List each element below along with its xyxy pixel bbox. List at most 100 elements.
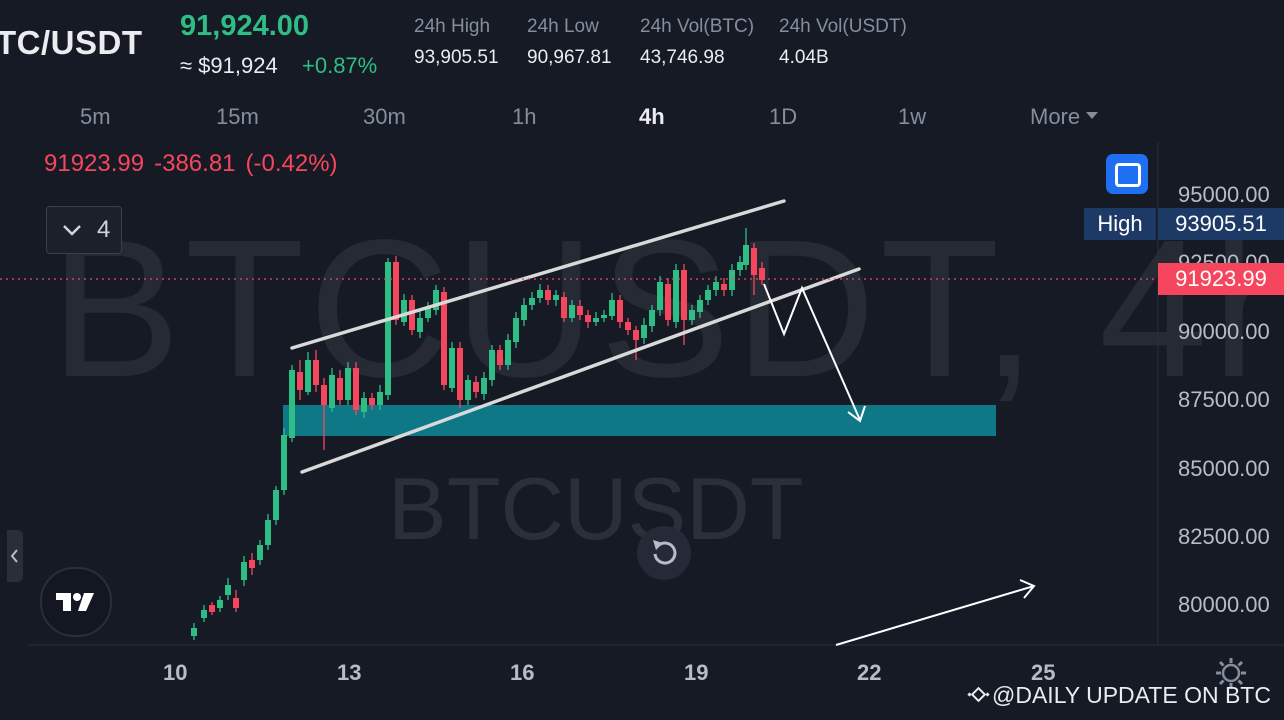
candle-body <box>545 290 551 300</box>
candle-body <box>257 545 263 560</box>
symbol-pair[interactable]: TC/USDT <box>0 24 143 61</box>
candle-body <box>553 295 559 300</box>
candle-body <box>191 628 197 636</box>
candle-body <box>217 600 223 608</box>
candle-body <box>561 297 567 318</box>
candle-body <box>401 300 407 322</box>
y-axis-label: 80000.00 <box>1178 592 1270 617</box>
candle-body <box>737 262 743 270</box>
timeframe-4h[interactable]: 4h <box>639 104 665 129</box>
candle-body <box>473 382 479 392</box>
candle-body <box>649 310 655 326</box>
chevron-down-icon <box>63 225 81 236</box>
candle-body <box>497 350 503 365</box>
candle-body <box>625 322 631 330</box>
candle-body <box>449 348 455 388</box>
candle-body <box>705 290 711 300</box>
support-zone <box>283 405 996 436</box>
timeframe-5m[interactable]: 5m <box>80 104 111 129</box>
stat-24h-low: 24h Low 90,967.81 <box>527 16 612 69</box>
y-axis-label: 95000.00 <box>1178 182 1270 207</box>
projection-path <box>763 283 861 421</box>
candle-body <box>425 308 431 318</box>
channel-upper-line <box>290 199 786 350</box>
more-timeframes-button[interactable]: More <box>1030 104 1099 130</box>
indicator-count: 4 <box>97 216 111 243</box>
stat-label: 24h Low <box>527 16 599 37</box>
candle-body <box>385 262 391 395</box>
candles <box>191 228 765 640</box>
candle-body <box>657 282 663 310</box>
candle-body <box>505 340 511 365</box>
symbol-watermark: BTCUSDT <box>388 459 804 558</box>
approx-usd-price: ≈ $91,924 <box>180 53 278 78</box>
candle-body <box>417 318 423 332</box>
stat-value: 4.04B <box>779 47 829 68</box>
candle-body <box>673 270 679 322</box>
candle-body <box>743 245 749 265</box>
tradingview-logo[interactable] <box>40 567 112 637</box>
credit-label: @DAILY UPDATE ON BTC <box>992 682 1271 708</box>
candle-body <box>713 282 719 290</box>
candle-body <box>593 318 599 322</box>
candle-body <box>681 270 687 320</box>
bottom-strip <box>0 700 1284 720</box>
x-axis-label: 16 <box>510 660 535 685</box>
stat-label: 24h Vol(BTC) <box>640 16 755 37</box>
timeframe-1h[interactable]: 1h <box>512 104 537 129</box>
candle-body <box>321 385 327 405</box>
candle-body <box>633 330 639 340</box>
candle-body <box>281 435 287 490</box>
candle-body <box>529 298 535 305</box>
fullscreen-button[interactable] <box>1106 154 1148 194</box>
candle-body <box>249 560 255 568</box>
binance-diamond-icon <box>967 686 990 703</box>
stat-value: 90,967.81 <box>527 47 612 68</box>
candle-body <box>369 398 375 405</box>
candle-body <box>521 305 527 320</box>
indicators-toggle-button[interactable]: 4 <box>46 206 122 254</box>
ascending-channel <box>290 199 861 474</box>
stat-24h-high: 24h High 93,905.51 <box>414 16 499 69</box>
timeframe-1d[interactable]: 1D <box>769 104 798 129</box>
tradingview-logo-icon <box>56 593 94 611</box>
x-axis-label: 19 <box>684 660 709 685</box>
candle-body <box>609 300 615 316</box>
settings-gear-icon[interactable] <box>1214 656 1248 690</box>
candle-body <box>537 290 543 298</box>
stat-value: 43,746.98 <box>640 47 725 68</box>
candle-body <box>433 290 439 310</box>
stat-value: 93,905.51 <box>414 47 499 68</box>
timeframe-15m[interactable]: 15m <box>216 104 259 129</box>
secondary-arrowhead <box>1019 579 1036 599</box>
candle-body <box>313 360 319 385</box>
candle-body <box>577 306 583 315</box>
candle-body <box>617 300 623 322</box>
y-axis-label: 87500.00 <box>1178 387 1270 412</box>
candle-body <box>665 284 671 320</box>
high-tag-label: High <box>1084 208 1156 240</box>
candle-body <box>265 520 271 545</box>
stat-24h-vol-usdt: 24h Vol(USDT) 4.04B <box>779 16 907 69</box>
timeframe-30m[interactable]: 30m <box>363 104 406 129</box>
reset-chart-button[interactable] <box>637 526 691 580</box>
timeframe-1w[interactable]: 1w <box>898 104 927 129</box>
candle-body <box>409 300 415 330</box>
candle-body <box>601 315 607 318</box>
fullscreen-icon <box>1115 163 1141 187</box>
candle-body <box>345 368 351 400</box>
timeframe-bar: 5m 15m 30m 1h 4h 1D 1w More <box>0 96 1284 142</box>
candle-body <box>297 372 303 390</box>
projection-arrowhead <box>847 405 866 423</box>
high-price-tag: 93905.51 <box>1158 208 1284 240</box>
candle-body <box>585 315 591 322</box>
ohlc-change-pct: (-0.42%) <box>245 150 338 177</box>
candle-body <box>337 378 343 400</box>
candle-body <box>241 562 247 580</box>
candle-body <box>209 605 215 612</box>
stat-label: 24h High <box>414 16 491 37</box>
side-panel-toggle[interactable] <box>7 530 23 582</box>
candle-body <box>697 300 703 312</box>
candle-body <box>457 348 463 400</box>
